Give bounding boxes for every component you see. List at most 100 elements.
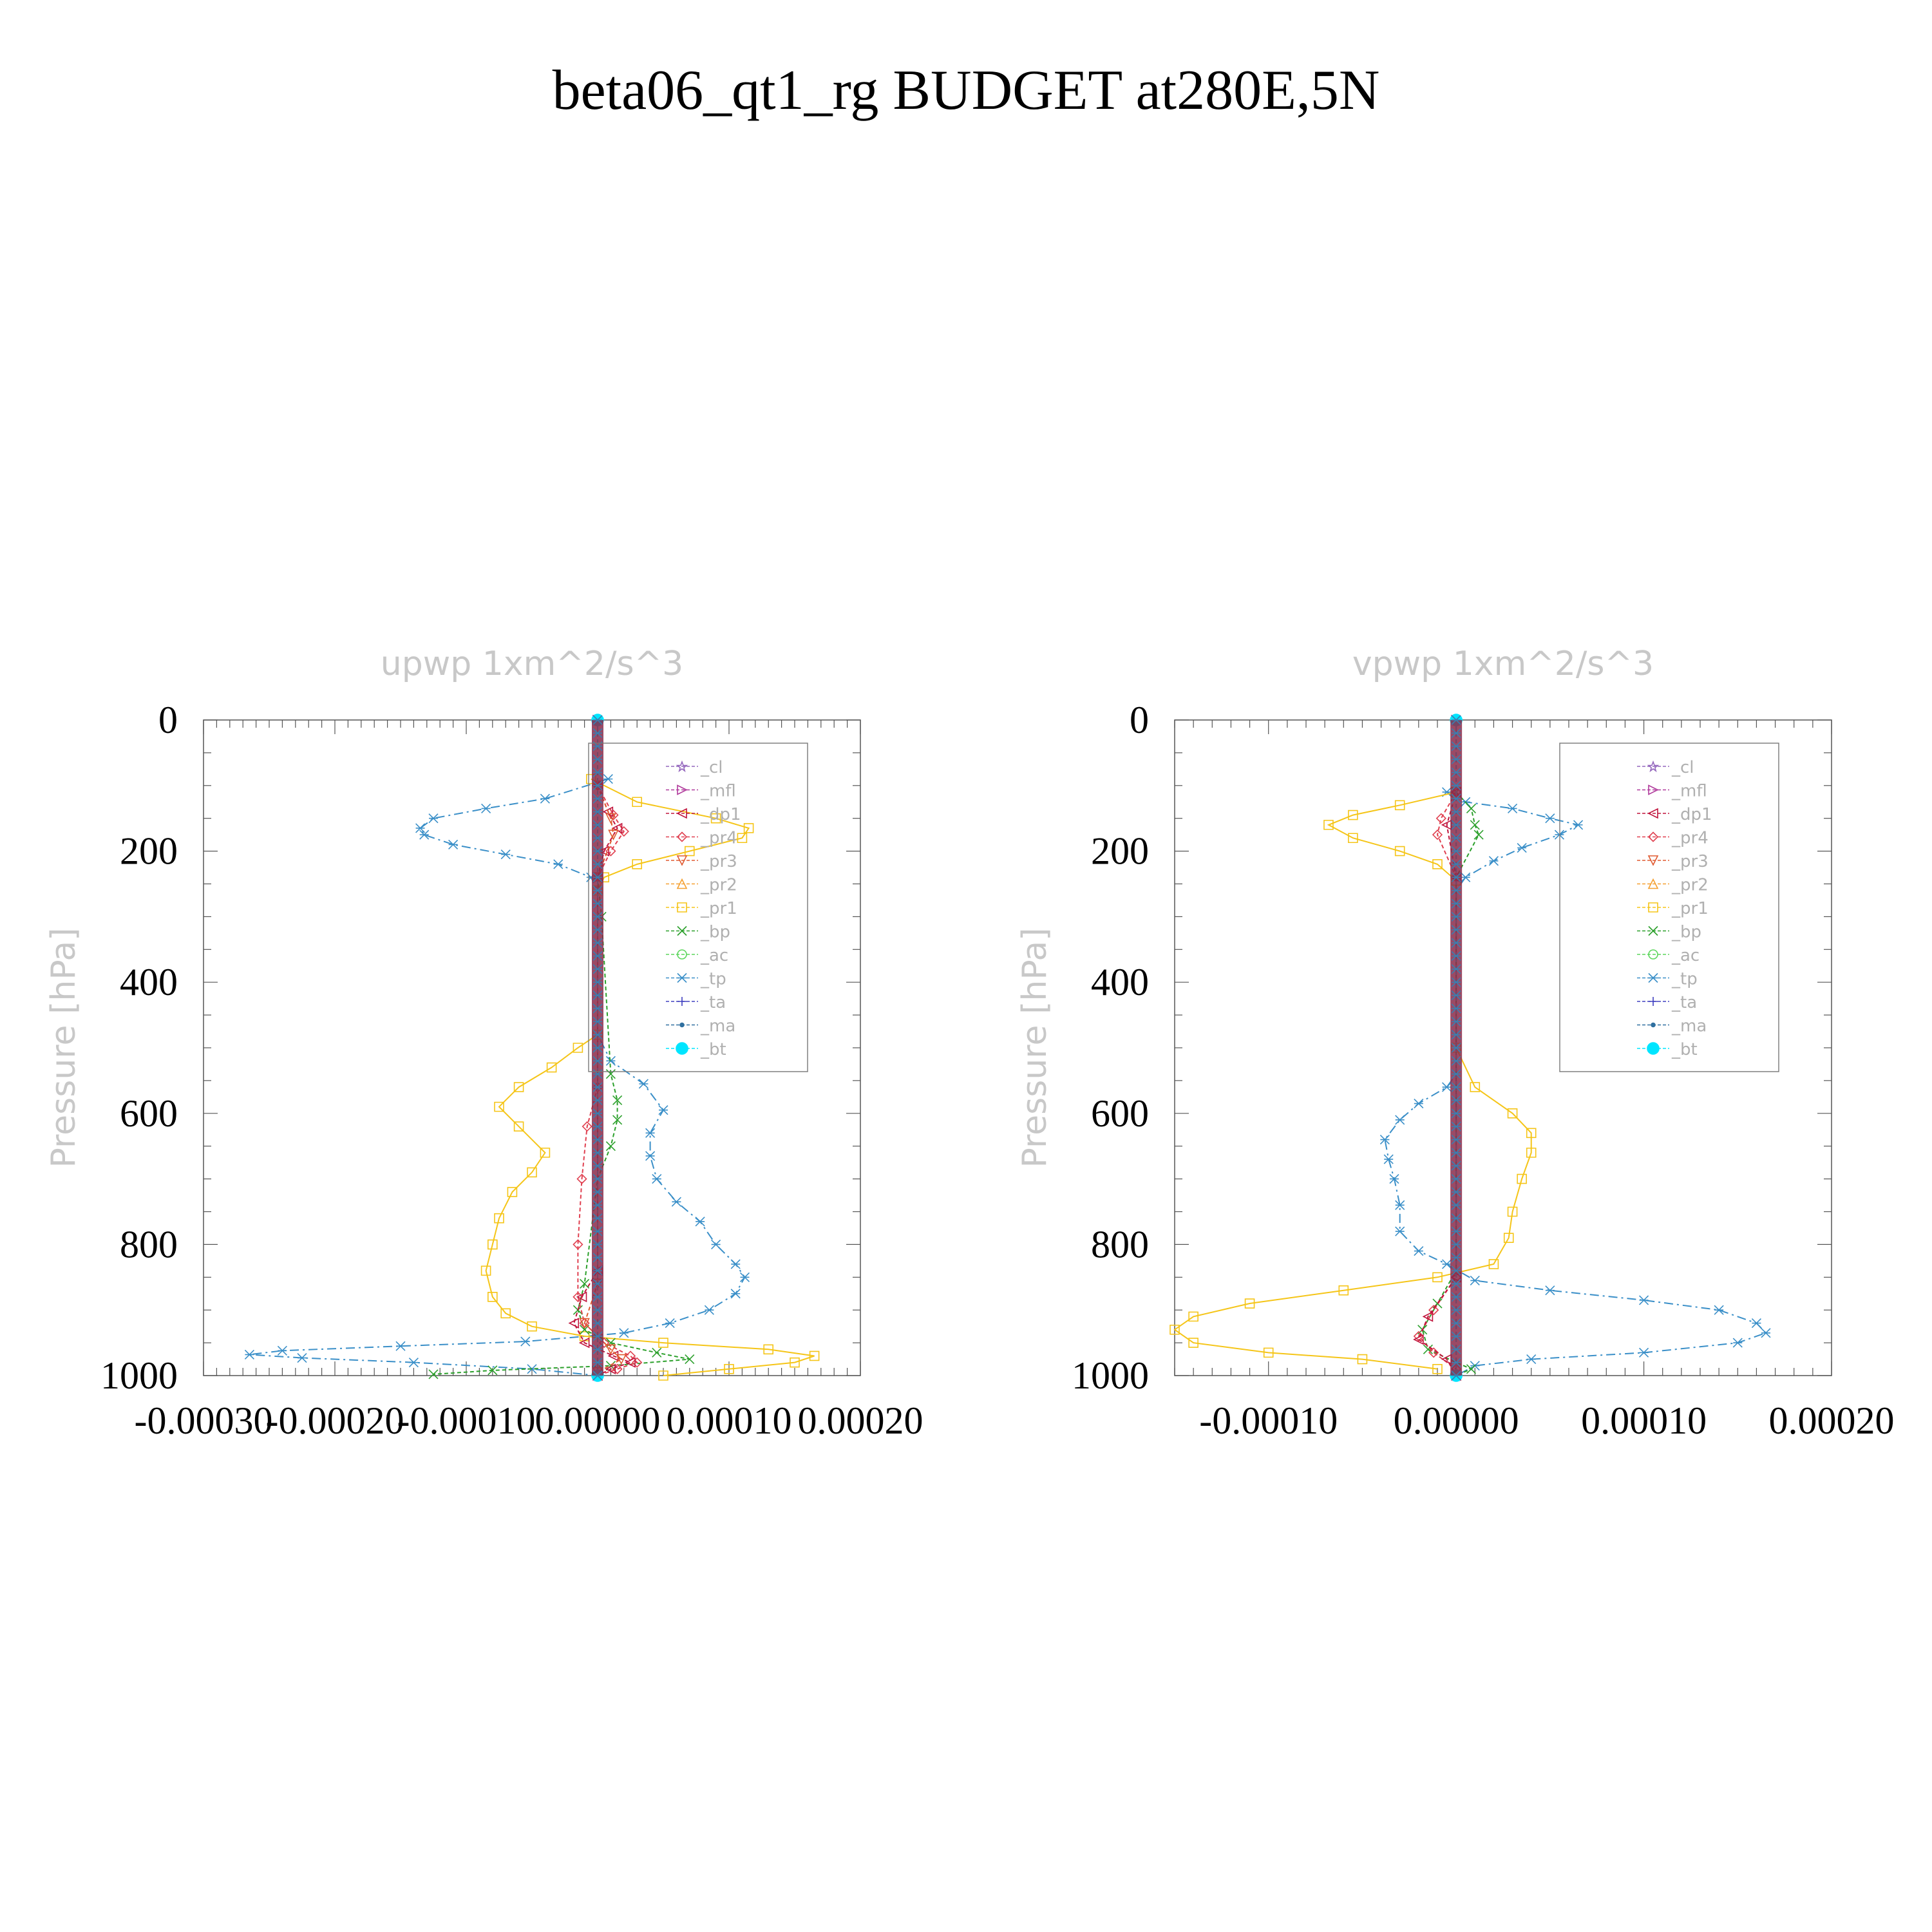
zero-column-marker-shape xyxy=(1451,1200,1461,1210)
data-point xyxy=(576,1291,587,1303)
zero-column-marker-shape xyxy=(1451,1278,1461,1289)
zero-column-marker xyxy=(592,1253,603,1263)
legend-item: _ma xyxy=(1637,1017,1707,1036)
zero-column-marker xyxy=(592,820,603,830)
data-point xyxy=(579,1318,590,1329)
data-point-shape xyxy=(540,793,550,804)
data-point-shape xyxy=(730,1259,741,1269)
zero-column-marker-shape xyxy=(1451,964,1461,974)
series-line xyxy=(1417,791,1457,1370)
zero-column-marker-shape xyxy=(592,754,603,764)
data-point-shape xyxy=(1379,1134,1390,1145)
data-point xyxy=(632,859,642,869)
zero-column-marker xyxy=(592,1003,603,1014)
zero-column-marker xyxy=(592,1265,603,1276)
zero-column-marker xyxy=(1451,1056,1461,1066)
data-point-shape xyxy=(1473,829,1484,840)
zero-column-marker xyxy=(592,1082,603,1092)
data-point xyxy=(612,1095,623,1106)
legend-label: _ac xyxy=(1671,946,1700,965)
y-tick-label: 1000 xyxy=(100,1354,178,1397)
data-point-shape xyxy=(737,833,748,844)
legend-marker xyxy=(677,972,687,983)
data-point xyxy=(1348,833,1358,844)
zero-column-marker xyxy=(592,859,603,869)
zero-column-marker-shape xyxy=(1451,767,1461,778)
legend-item: _pr1 xyxy=(1637,899,1709,918)
data-point xyxy=(603,774,613,784)
data-point-shape xyxy=(513,1082,524,1092)
data-point-shape xyxy=(408,1358,419,1368)
data-point-shape xyxy=(1470,1082,1481,1092)
data-point-shape xyxy=(1395,1200,1405,1210)
data-point xyxy=(1432,1364,1443,1374)
zero-column-marker-shape xyxy=(592,833,603,843)
data-point xyxy=(488,1365,498,1376)
plot-frame xyxy=(1174,719,1832,1376)
zero-column-marker xyxy=(1451,1174,1461,1184)
zero-column-marker xyxy=(1451,1292,1461,1302)
data-point xyxy=(1526,1148,1537,1158)
data-point xyxy=(1507,1206,1518,1217)
data-point xyxy=(685,1354,695,1365)
zero-column-marker xyxy=(592,872,603,882)
data-point xyxy=(1517,1173,1527,1184)
zero-column-marker xyxy=(1451,1043,1461,1053)
zero-column-marker-shape xyxy=(1451,1174,1461,1184)
zero-column-marker xyxy=(1451,859,1461,869)
x-tick-label: 0.00010 xyxy=(1581,1399,1707,1442)
data-point-shape xyxy=(480,1265,491,1276)
legend-marker-shape xyxy=(1647,878,1659,889)
data-point xyxy=(1263,1347,1274,1358)
series-line xyxy=(485,778,815,1376)
zero-column-marker-shape xyxy=(1451,1160,1461,1171)
series-tp xyxy=(244,774,750,1381)
legend-item: _bt xyxy=(666,1040,726,1059)
legend-label: _pr4 xyxy=(700,829,737,848)
data-point xyxy=(494,1213,504,1224)
data-point-shape xyxy=(419,829,430,840)
zero-column-marker xyxy=(592,1305,603,1315)
data-point-shape xyxy=(553,859,564,869)
zero-column-marker xyxy=(1451,1134,1461,1145)
zero-column-marker xyxy=(1451,938,1461,948)
legend-item: _tp xyxy=(1637,970,1698,989)
zero-column-marker xyxy=(592,1358,603,1368)
data-point-shape xyxy=(1442,1259,1452,1269)
legend-marker-shape xyxy=(1647,760,1660,773)
zero-column-marker xyxy=(1451,1200,1461,1210)
data-point-shape xyxy=(652,1347,662,1358)
zero-column-marker-shape xyxy=(592,964,603,974)
data-point xyxy=(244,1349,254,1359)
data-point xyxy=(1348,810,1358,820)
zero-column-marker xyxy=(592,1030,603,1040)
data-point xyxy=(1422,1311,1434,1322)
zero-column-marker-shape xyxy=(1451,1095,1461,1106)
data-point-shape xyxy=(580,1278,590,1289)
zero-column-marker xyxy=(592,1174,603,1184)
legend-marker xyxy=(677,949,687,960)
zero-column-marker xyxy=(1451,977,1461,987)
data-point-shape xyxy=(1639,1295,1649,1305)
legend-marker xyxy=(676,760,688,773)
data-point xyxy=(582,1121,592,1132)
y-tick-label: 400 xyxy=(120,961,178,1003)
data-point-shape xyxy=(665,1318,675,1329)
legend-item: _ac xyxy=(1637,946,1700,965)
zero-column-marker-shape xyxy=(592,1239,603,1249)
legend-marker-shape xyxy=(677,997,687,1006)
data-point-shape xyxy=(277,1345,287,1356)
zero-column-marker xyxy=(592,1213,603,1224)
zero-column-marker xyxy=(592,1121,603,1132)
legend-label: _pr3 xyxy=(700,852,737,871)
data-point-shape xyxy=(527,1321,537,1332)
data-point-shape xyxy=(618,826,629,837)
data-point-shape xyxy=(1526,1148,1537,1158)
zero-column-marker-shape xyxy=(1451,715,1461,725)
zero-column-marker xyxy=(1451,990,1461,1001)
legend-marker-shape xyxy=(677,972,687,983)
zero-column-marker-shape xyxy=(1451,1030,1461,1040)
legend-marker xyxy=(676,1042,688,1055)
zero-column-marker-shape xyxy=(1451,1121,1461,1132)
legend-marker-shape xyxy=(676,878,688,889)
